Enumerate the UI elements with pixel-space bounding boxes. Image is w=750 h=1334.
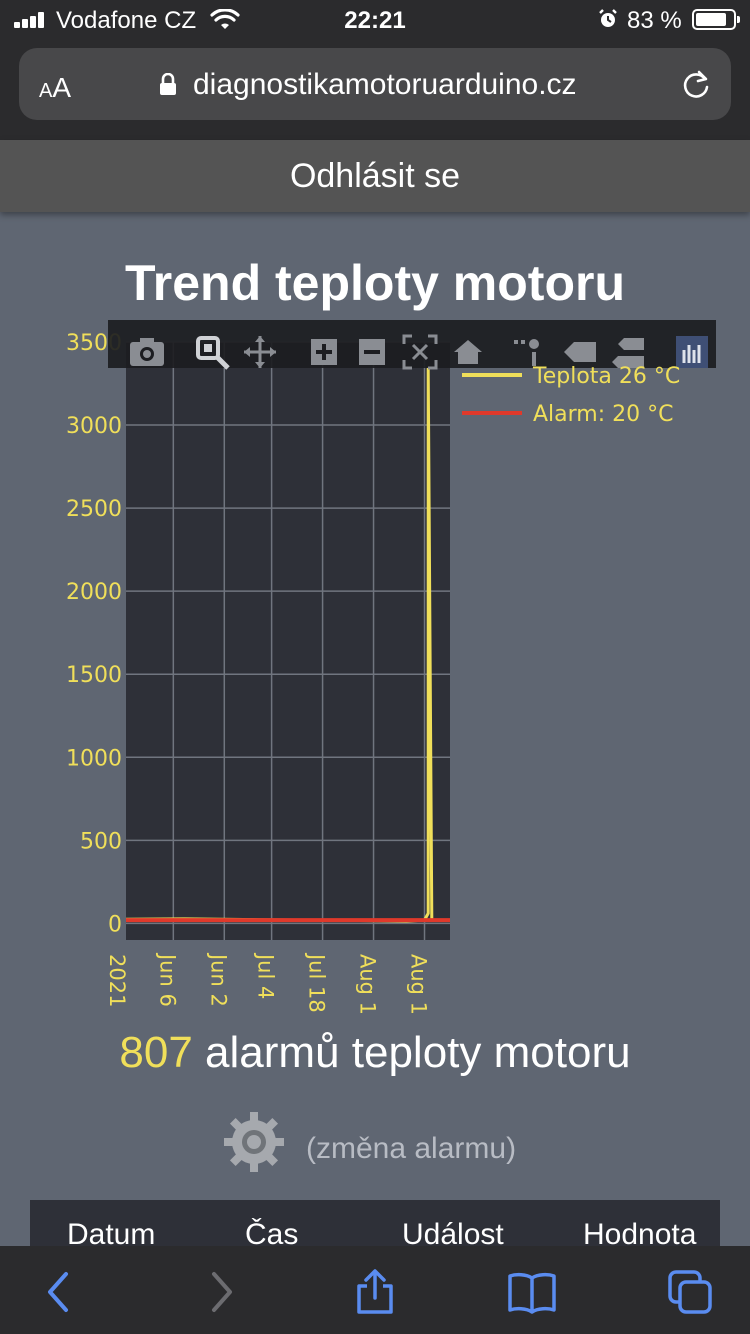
x-tick-label: Jun 2	[206, 952, 230, 1007]
x-tick-label: Aug 1	[356, 954, 380, 1015]
tabs-icon[interactable]	[666, 1268, 714, 1316]
column-header-date: Datum	[67, 1218, 156, 1246]
x-tick-label: Jul 18	[305, 952, 329, 1013]
x-tick-label: Jun 6	[155, 952, 179, 1007]
home-icon[interactable]	[454, 340, 482, 364]
chart-plot-background	[126, 342, 450, 940]
alarm-count-label: alarmů teploty motoru	[192, 1028, 631, 1077]
reload-icon[interactable]	[679, 68, 713, 102]
spike-lines-icon[interactable]	[514, 339, 539, 366]
status-bar: Vodafone CZ 22:21 83 %	[0, 0, 750, 40]
hover-closest-icon[interactable]	[564, 342, 596, 362]
browser-address-area: AA diagnostikamotoruarduino.cz	[0, 40, 750, 140]
hover-compare-icon[interactable]	[612, 338, 644, 368]
camera-icon[interactable]	[130, 338, 164, 366]
carrier-name: Vodafone CZ	[56, 7, 197, 34]
x-tick-label: Aug 1	[407, 954, 431, 1015]
bookmarks-icon[interactable]	[508, 1268, 556, 1316]
alarm-clock-icon	[599, 9, 617, 27]
logout-button[interactable]: Odhlásit se	[0, 140, 750, 212]
x-axis-ticks: 2021 Jun 6 Jun 2 Jul 4 Jul 18 Aug 1 Aug 1	[105, 952, 431, 1015]
alarm-count-number: 807	[119, 1028, 193, 1077]
y-tick-label: 3000	[66, 414, 122, 439]
share-icon[interactable]	[351, 1268, 399, 1316]
column-header-value: Hodnota	[583, 1218, 697, 1246]
y-tick-label: 500	[80, 829, 122, 854]
chart-series	[125, 367, 450, 923]
chart-legend: Teplota 26 °C Alarm: 20 °C	[462, 364, 680, 427]
lock-icon	[160, 73, 176, 95]
plotly-logo-icon[interactable]	[676, 336, 708, 368]
wifi-icon	[210, 9, 240, 29]
cellular-signal-icon	[14, 12, 50, 28]
url-text[interactable]: diagnostikamotoruarduino.cz	[193, 68, 577, 101]
browser-toolbar	[0, 1246, 750, 1334]
forward-icon[interactable]	[196, 1268, 244, 1316]
zoom-in-icon[interactable]	[311, 339, 337, 365]
page-title: Trend teploty motoru	[125, 255, 625, 311]
y-tick-label: 0	[108, 912, 122, 937]
y-tick-label: 2000	[66, 580, 122, 605]
autoscale-icon[interactable]	[402, 334, 438, 370]
y-tick-label: 1000	[66, 746, 122, 771]
address-bar[interactable]: AA diagnostikamotoruarduino.cz	[19, 48, 731, 120]
change-alarm-link[interactable]: (změna alarmu)	[306, 1132, 517, 1165]
events-table-header: Datum Čas Událost Hodnota	[30, 1200, 720, 1246]
column-header-time: Čas	[245, 1218, 299, 1246]
back-icon[interactable]	[36, 1268, 84, 1316]
x-tick-label: Jul 4	[254, 952, 278, 999]
legend-label: Alarm: 20 °C	[533, 402, 674, 427]
y-tick-label: 2500	[66, 497, 122, 522]
battery-icon	[692, 9, 740, 30]
text-size-button[interactable]: AA	[39, 72, 72, 103]
column-header-event: Událost	[402, 1218, 504, 1246]
zoom-out-icon[interactable]	[359, 339, 385, 365]
battery-percent: 83 %	[627, 7, 682, 34]
chart-grid	[126, 341, 450, 940]
alarm-count-heading: 807 alarmů teploty motoru	[0, 1028, 750, 1078]
y-tick-label: 1500	[66, 663, 122, 688]
pan-icon[interactable]	[244, 336, 276, 368]
legend-label: Teplota 26 °C	[532, 364, 680, 389]
zoom-icon[interactable]	[196, 336, 230, 370]
x-tick-year: 2021	[105, 954, 129, 1007]
gear-icon[interactable]	[222, 1110, 286, 1174]
clock: 22:21	[344, 7, 406, 34]
